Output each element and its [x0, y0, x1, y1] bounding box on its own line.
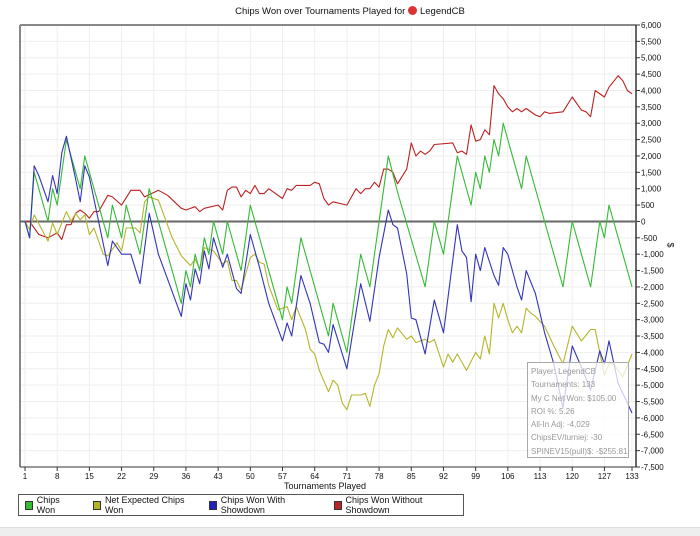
y-tick-label: 5,000 — [641, 54, 662, 63]
y-tick-label: -5,000 — [641, 381, 664, 390]
y-tick-label: -1,000 — [641, 250, 664, 259]
tooltip-line: ChipsEV/turniej: -30 — [531, 433, 603, 443]
legend-swatch — [93, 500, 101, 510]
legend-label: Net Expected Chips Won — [104, 495, 185, 515]
tooltip-line: SPINEV15(pull)$: -$255.81 — [531, 446, 628, 456]
y-tick-label: -500 — [641, 234, 658, 243]
chart-title-player: LegendCB — [419, 6, 465, 17]
chart-title: Chips Won over Tournaments Played for Le… — [0, 6, 700, 17]
x-tick-label: 127 — [598, 472, 612, 481]
y-tick-label: 1,000 — [641, 185, 662, 194]
legend-swatch — [25, 500, 33, 510]
legend-label: Chips Won — [36, 495, 60, 515]
y-tick-label: 2,000 — [641, 152, 662, 161]
y-tick-label: -5,500 — [641, 398, 664, 407]
x-tick-label: 106 — [501, 472, 515, 481]
legend-item-without-showdown[interactable]: Chips Won Without Showdown — [333, 495, 449, 515]
y-tick-label: -3,500 — [641, 332, 664, 341]
x-tick-label: 99 — [471, 472, 480, 481]
tooltip-line: All-In Adj: -4,029 — [531, 420, 590, 430]
legend-item-net-expected[interactable]: Net Expected Chips Won — [93, 495, 189, 515]
series-net-expected-chips-won — [24, 196, 633, 411]
x-tick-label: 50 — [246, 472, 255, 481]
y-tick-label: -6,500 — [641, 430, 664, 439]
y-tick-label: -3,000 — [641, 316, 664, 325]
series-chips-won-without-showdown — [25, 75, 633, 241]
legend-item-chips-won[interactable]: Chips Won — [25, 495, 73, 515]
y-tick-label: -7,000 — [641, 447, 664, 456]
x-tick-label: 22 — [117, 472, 126, 481]
x-tick-label: 1 — [23, 472, 28, 481]
x-tick-label: 78 — [375, 472, 384, 481]
series-chips-won-with-showdown — [24, 135, 633, 414]
y-axis-label: $ — [665, 242, 676, 248]
y-tick-label: -2,500 — [641, 299, 664, 308]
x-tick-label: 133 — [625, 472, 639, 481]
y-tick-label: 4,500 — [641, 70, 662, 79]
y-tick-label: 0 — [641, 217, 646, 226]
y-tick-label: 5,500 — [641, 37, 662, 46]
y-tick-label: -7,500 — [641, 463, 664, 472]
legend-swatch — [333, 500, 342, 510]
chart-legend: Chips Won Net Expected Chips Won Chips W… — [18, 494, 464, 516]
x-axis-title: Tournaments Played — [283, 481, 367, 491]
y-tick-label: 1,500 — [641, 168, 662, 177]
player-stats-tooltip: Player: LegendCB Tournaments: 133 My C N… — [527, 362, 629, 458]
series-chips-won — [24, 122, 633, 353]
x-tick-label: 8 — [55, 472, 60, 481]
x-tick-label: 15 — [85, 472, 94, 481]
legend-label: Chips Won With Showdown — [220, 495, 286, 515]
x-tick-label: 71 — [342, 472, 351, 481]
y-tick-label: 4,000 — [641, 86, 662, 95]
y-tick-label: -6,000 — [641, 414, 664, 423]
x-tick-label: 57 — [278, 472, 287, 481]
tooltip-line: Player: LegendCB — [531, 367, 596, 376]
tooltip-line: Tournaments: 133 — [531, 380, 596, 390]
tooltip-line: ROI %: 5.26 — [531, 406, 575, 416]
legend-label: Chips Won Without Showdown — [345, 495, 423, 515]
y-tick-label: -1,500 — [641, 267, 664, 276]
y-tick-label: 3,500 — [641, 103, 662, 112]
chart-title-text: Chips Won over Tournaments Played for — [235, 6, 406, 17]
pokerstars-logo-icon — [407, 6, 417, 15]
y-tick-label: -4,000 — [641, 348, 664, 357]
tooltip-line: My C Net Won: $105.00 — [531, 393, 617, 403]
x-tick-label: 64 — [310, 472, 319, 481]
x-tick-label: 43 — [214, 472, 223, 481]
x-tick-label: 85 — [407, 472, 416, 481]
bottom-bar — [0, 527, 700, 536]
x-tick-label: 29 — [149, 472, 158, 481]
y-tick-label: 2,500 — [641, 136, 662, 145]
y-tick-label: 6,000 — [641, 21, 662, 30]
x-tick-label: 113 — [534, 472, 547, 481]
x-tick-label: 36 — [181, 472, 190, 481]
y-tick-label: 500 — [641, 201, 655, 210]
x-tick-label: 92 — [439, 472, 448, 481]
y-tick-label: -2,000 — [641, 283, 664, 292]
legend-item-with-showdown[interactable]: Chips Won With Showdown — [208, 495, 314, 515]
x-tick-label: 120 — [566, 472, 580, 481]
y-tick-label: -4,500 — [641, 365, 664, 374]
legend-swatch — [208, 500, 217, 510]
y-tick-label: 3,000 — [641, 119, 662, 128]
